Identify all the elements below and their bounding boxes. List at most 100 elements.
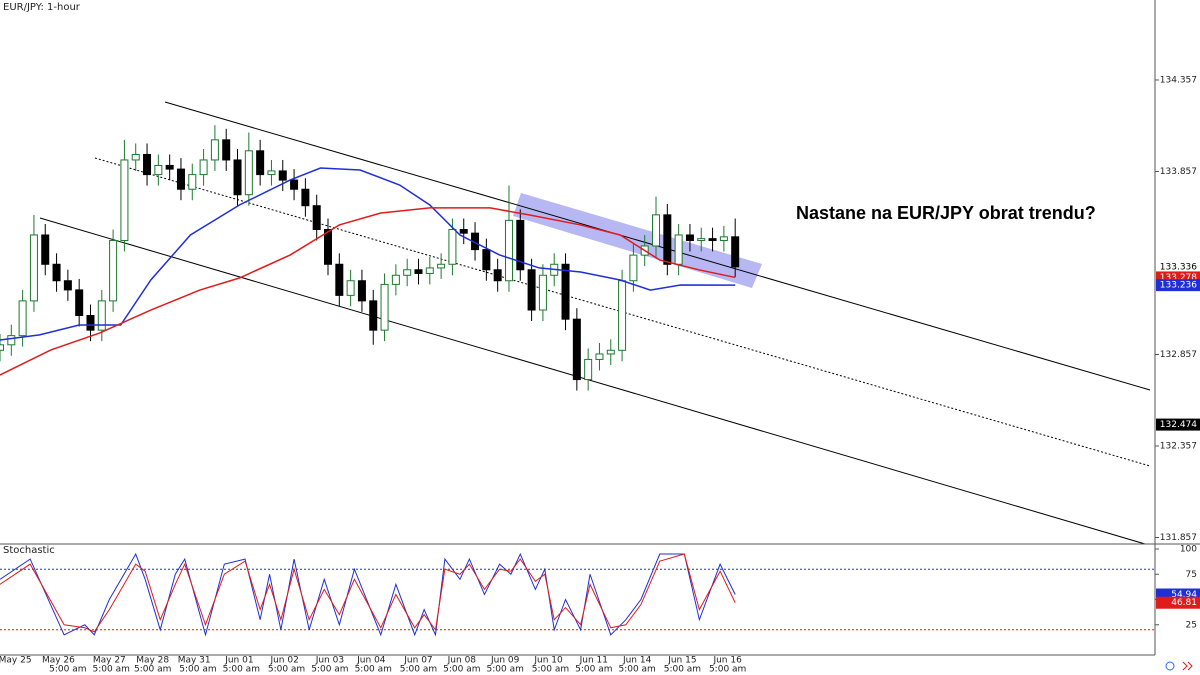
time-tick-label: 5:00 am [443, 665, 480, 675]
chart-title: EUR/JPY: 1-hour [3, 2, 81, 13]
x-tick-label: Jun 09 [490, 656, 520, 666]
candle-body [595, 353, 604, 360]
candle-body [233, 159, 242, 196]
price-label: 132.474 [1160, 420, 1197, 430]
candle-body [165, 164, 174, 170]
candle-body [448, 228, 457, 265]
candle-body [63, 280, 72, 291]
candle-body [369, 300, 378, 331]
time-tick-label: 5:00 am [268, 665, 305, 675]
candle-body [414, 269, 423, 274]
candle-body [312, 205, 321, 230]
stochastic-line [0, 553, 736, 633]
candle-body [516, 219, 525, 271]
x-tick-label: May 25 [0, 656, 32, 666]
candle-body [222, 139, 231, 161]
candle-body [482, 249, 491, 271]
x-tick-label: Jun 08 [447, 656, 477, 666]
candle-body [267, 170, 276, 176]
candle-body [324, 228, 333, 265]
time-tick-label: 5:00 am [49, 665, 86, 675]
candle-body [606, 349, 615, 355]
candle-body [357, 280, 366, 302]
time-tick-label: 5:00 am [487, 665, 524, 675]
price-label-box [1156, 279, 1200, 292]
candle-body [18, 300, 27, 337]
x-tick-label: Jun 07 [403, 656, 432, 666]
time-tick-label: 5:00 am [709, 665, 746, 675]
price-label: 133.236 [1160, 281, 1197, 291]
x-tick-label: Jun 04 [356, 656, 386, 666]
moving-average [0, 207, 736, 376]
stochastic-line [0, 552, 736, 637]
candle-body [561, 263, 570, 320]
candle-body [154, 164, 163, 176]
time-tick-label: 5:00 am [93, 665, 130, 675]
candle-body [527, 269, 536, 311]
time-tick-label: 5:00 am [575, 665, 612, 675]
candle-body [538, 274, 547, 311]
x-tick-label: May 26 [42, 656, 75, 666]
candle-body [210, 139, 219, 161]
value-label-box [1156, 596, 1200, 609]
moving-average [0, 167, 736, 341]
candle-body [425, 267, 434, 274]
price-label: 133.336 [1160, 262, 1197, 272]
channel-lower [39, 217, 1146, 545]
candle-body [380, 283, 389, 331]
y-tick-label: 100 [1180, 545, 1197, 555]
candle-body [663, 214, 672, 265]
candle-body [29, 234, 38, 302]
y-tick-label: 75 [1186, 570, 1197, 580]
time-tick-label: 5:00 am [355, 665, 392, 675]
icon[interactable] [1165, 661, 1175, 671]
x-tick-label: Jun 10 [533, 656, 563, 666]
y-tick-label: 134.357 [1160, 75, 1197, 85]
candle-body [244, 150, 253, 196]
y-tick-label: 131.857 [1160, 533, 1197, 543]
candle-body [143, 153, 152, 176]
candle-body [708, 238, 717, 241]
x-tick-label: May 27 [93, 656, 126, 666]
time-tick-label: 5:00 am [664, 665, 701, 675]
time-tick-label: 5:00 am [223, 665, 260, 675]
candle-body [618, 280, 627, 351]
candle-body [572, 318, 581, 381]
candle-body [697, 238, 706, 241]
candle-body [731, 236, 740, 268]
price-label-box [1156, 418, 1200, 431]
y-tick-label: 132.357 [1160, 442, 1197, 452]
candle-body [199, 159, 208, 176]
x-tick-label: May 28 [136, 656, 169, 666]
time-tick-label: 5:00 am [311, 665, 348, 675]
candle-body [188, 174, 197, 190]
candle-body [7, 335, 16, 346]
candle-body [97, 300, 106, 331]
corner-icons[interactable] [1165, 661, 1193, 671]
candle-body [493, 269, 502, 282]
candle-body [584, 358, 593, 381]
candle-body [120, 159, 129, 241]
candle-body [652, 214, 661, 247]
price-label-box [1156, 260, 1200, 273]
candle-body [391, 274, 400, 285]
y-tick-label: 132.857 [1160, 350, 1197, 360]
time-tick-label: 5:00 am [134, 665, 171, 675]
time-tick-label: 5:00 am [618, 665, 655, 675]
candle-body [674, 234, 683, 265]
y-tick-label: 25 [1186, 620, 1197, 630]
price-label: 133.278 [1160, 273, 1197, 283]
candle-body [629, 254, 638, 282]
candle-body [437, 263, 446, 269]
x-tick-label: Jun 01 [224, 656, 253, 666]
candle-body [719, 236, 728, 241]
candle-body [109, 239, 118, 302]
icon[interactable] [1182, 661, 1193, 671]
candle-body [0, 344, 4, 351]
candle-body [131, 153, 140, 161]
candle-body [278, 170, 287, 181]
candle-body [176, 168, 185, 190]
candle-body [256, 150, 265, 176]
value-label: 54.94 [1171, 590, 1197, 600]
